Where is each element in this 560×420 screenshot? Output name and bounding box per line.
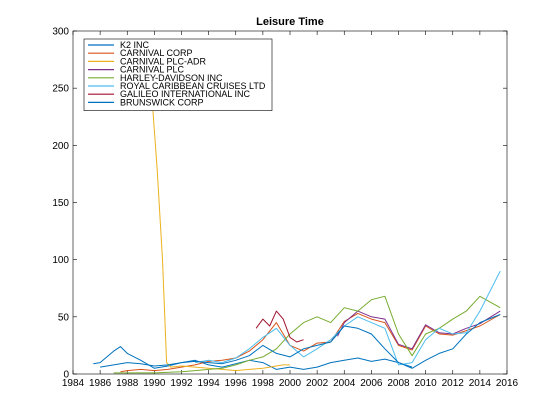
x-tick-label: 1994 (198, 378, 221, 389)
x-tick-label: 2004 (333, 378, 356, 389)
x-tick-label: 2006 (360, 378, 383, 389)
legend-box (83, 38, 273, 111)
x-tick-label: 2012 (442, 378, 465, 389)
series-line-galileo-international-inc (255, 310, 304, 343)
x-tick-label: 2002 (306, 378, 329, 389)
x-tick-label: 1986 (89, 378, 112, 389)
legend-entry-label: K2 INC (120, 40, 150, 50)
x-tick-label: 2014 (469, 378, 492, 389)
legend-entry-label: GALILEO INTERNATIONAL INC (120, 89, 251, 99)
legend-entry-label: BRUNSWICK CORP (120, 97, 204, 107)
x-tick-label: 1998 (252, 378, 275, 389)
y-tick-label: 150 (52, 198, 69, 209)
y-tick-label: 300 (52, 27, 69, 38)
x-tick-label: 2010 (415, 378, 438, 389)
legend-entry-label: ROYAL CARIBBEAN CRUISES LTD (120, 81, 266, 91)
x-tick-label: 2016 (496, 378, 519, 389)
x-tick-label: 1988 (116, 378, 139, 389)
series-layer (93, 93, 501, 374)
y-tick-label: 50 (58, 312, 70, 323)
legend-entry-label: CARNIVAL PLC-ADR (120, 56, 207, 66)
y-tick-label: 0 (63, 370, 69, 381)
chart-title: Leisure Time (256, 16, 324, 28)
x-tick-label: 2000 (279, 378, 302, 389)
x-tick-label: 1990 (143, 378, 166, 389)
series-line-carnival-corp (120, 312, 501, 373)
series-line-brunswick-corp (100, 314, 501, 369)
y-axis-ticks: 0 50 100 150 200 250 300 (52, 27, 507, 381)
x-axis-ticks: 1984 1986 1988 1990 1992 1994 1996 1998 2000 2002… (62, 31, 519, 389)
y-tick-label: 200 (52, 141, 69, 152)
legend-entry-label: CARNIVAL CORP (120, 48, 193, 58)
y-tick-label: 250 (52, 84, 69, 95)
x-tick-label: 1984 (62, 378, 85, 389)
series-line-k2-inc (93, 346, 413, 370)
legend-entry-label: HARLEY-DAVIDSON INC (120, 73, 223, 83)
x-tick-label: 2008 (387, 378, 410, 389)
x-tick-label: 1992 (170, 378, 193, 389)
x-tick-label: 1996 (225, 378, 248, 389)
legend-entry-label: CARNIVAL PLC (120, 65, 185, 75)
series-line-harley-davidson-inc (113, 295, 501, 374)
y-tick-label: 100 (52, 255, 69, 266)
series-line-carnival-plc-adr (151, 93, 290, 372)
